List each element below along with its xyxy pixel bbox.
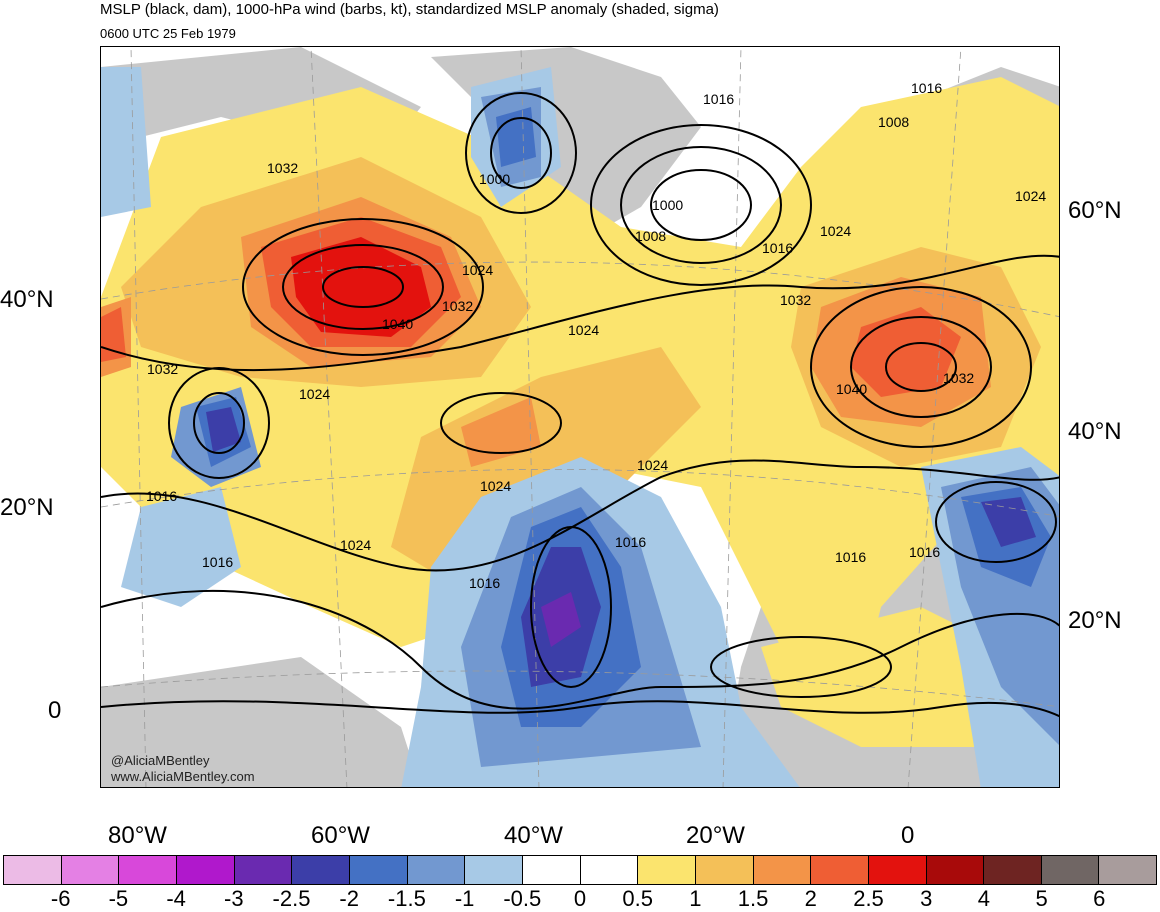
lat-label-left: 40°N <box>0 286 54 313</box>
lon-label: 0 <box>901 822 915 849</box>
colorbar-tick-label: -3 <box>224 886 244 911</box>
isobar-label: 1000 <box>652 197 684 213</box>
colorbar-tick-label: -0.5 <box>503 886 542 911</box>
isobar-label: 1032 <box>943 370 975 386</box>
colorbar-tick-label: 5 <box>1035 886 1048 911</box>
isobar-label: 1032 <box>147 361 179 377</box>
colorbar-tick-label: -2 <box>339 886 359 911</box>
lon-label: 40°W <box>504 822 563 849</box>
isobar-label: 1024 <box>340 537 372 553</box>
colorbar-cell <box>4 856 62 884</box>
isobar-label: 1016 <box>615 534 647 550</box>
isobar-label: 1016 <box>703 91 735 107</box>
colorbar-tick-label: 0 <box>573 886 587 911</box>
isobar-label: 1040 <box>382 316 414 332</box>
colorbar-cell <box>580 856 639 884</box>
isobar-label: 1016 <box>911 80 943 96</box>
colorbar-cell <box>522 856 581 884</box>
isobar-label: 1032 <box>442 298 474 314</box>
isobar-label: 1024 <box>1015 188 1047 204</box>
colorbar-tick-label: 6 <box>1093 886 1106 911</box>
isobar-label: 1016 <box>469 575 501 591</box>
colorbar-tick-label: 2 <box>804 886 817 911</box>
colorbar-cell <box>465 856 523 884</box>
colorbar-cell <box>349 856 408 884</box>
negative-anomaly-15 <box>196 107 1051 727</box>
isobar-label: 1032 <box>267 160 299 176</box>
lat-label-left: 20°N <box>0 494 54 521</box>
colorbar-tick-label: -1.5 <box>387 886 426 911</box>
isobar-label: 1040 <box>836 381 868 397</box>
lat-label-left: 0 <box>48 697 62 724</box>
colorbar-tick-label: -6 <box>50 886 71 911</box>
colorbar-cell <box>1099 856 1157 884</box>
credit-website: www.AliciaMBentley.com <box>111 769 255 784</box>
isobar-label: 1000 <box>479 171 511 187</box>
colorbar-cell <box>292 856 350 884</box>
lat-label-right: 60°N <box>1068 197 1122 224</box>
isobar-label: 1024 <box>568 322 600 338</box>
negative-anomaly-25 <box>541 592 581 647</box>
colorbar-tick-label: 1 <box>689 886 702 911</box>
colorbar-tick-label: 1.5 <box>737 886 769 911</box>
anomaly-colorbar <box>3 855 1157 885</box>
colorbar-tick-label: -4 <box>166 886 186 911</box>
map-valid-time: 0600 UTC 25 Feb 1979 <box>100 26 236 41</box>
colorbar-cell <box>811 856 869 884</box>
map-panel: @AliciaMBentley www.AliciaMBentley.com <box>100 46 1060 788</box>
colorbar-tick-label: 0.5 <box>622 886 653 911</box>
colorbar-cell <box>868 856 927 884</box>
lat-label-right: 40°N <box>1068 418 1122 445</box>
colorbar-cell <box>234 856 293 884</box>
isobar-label: 1008 <box>635 228 667 244</box>
isobar-label: 1024 <box>820 223 852 239</box>
colorbar-tick-label: 2.5 <box>853 886 884 911</box>
isobar-label: 1024 <box>462 262 494 278</box>
isobar-label: 1016 <box>835 549 867 565</box>
colorbar-tick-label: -5 <box>108 886 129 911</box>
anomaly-map <box>101 47 1059 787</box>
isobar-label: 1032 <box>780 292 812 308</box>
colorbar-cell <box>753 856 812 884</box>
positive-anomaly-25 <box>291 237 431 337</box>
isobar-label: 1016 <box>146 488 178 504</box>
colorbar-cell <box>984 856 1042 884</box>
isobar-label: 1008 <box>878 114 910 130</box>
credit-handle: @AliciaMBentley <box>111 753 210 768</box>
lon-label: 60°W <box>311 822 370 849</box>
isobars <box>101 92 1059 718</box>
isobar-label: 1016 <box>909 544 941 560</box>
map-title: MSLP (black, dam), 1000-hPa wind (barbs,… <box>100 1 719 18</box>
isobar-label: 1024 <box>299 386 331 402</box>
colorbar-cell <box>638 856 696 884</box>
isobar-label: 1024 <box>637 457 669 473</box>
colorbar-cell <box>407 856 466 884</box>
lon-label: 20°W <box>686 822 745 849</box>
colorbar-tick-label: 3 <box>920 886 933 911</box>
lon-label: 80°W <box>108 822 167 849</box>
colorbar-cell <box>695 856 754 884</box>
colorbar-cell <box>61 856 120 884</box>
colorbar-cell <box>119 856 177 884</box>
colorbar-tick-label: -1 <box>454 886 475 911</box>
graticule <box>101 47 1059 787</box>
colorbar-cell <box>1041 856 1100 884</box>
isobar-label: 1016 <box>762 240 794 256</box>
colorbar-tick-label: 4 <box>977 886 991 911</box>
colorbar-cell <box>176 856 235 884</box>
colorbar-tick-label: -2.5 <box>272 886 311 911</box>
isobar-label: 1016 <box>202 554 234 570</box>
colorbar-cell <box>926 856 985 884</box>
lat-label-right: 20°N <box>1068 607 1122 634</box>
land-mask-southamerica <box>101 657 421 787</box>
isobar-label: 1024 <box>480 478 512 494</box>
